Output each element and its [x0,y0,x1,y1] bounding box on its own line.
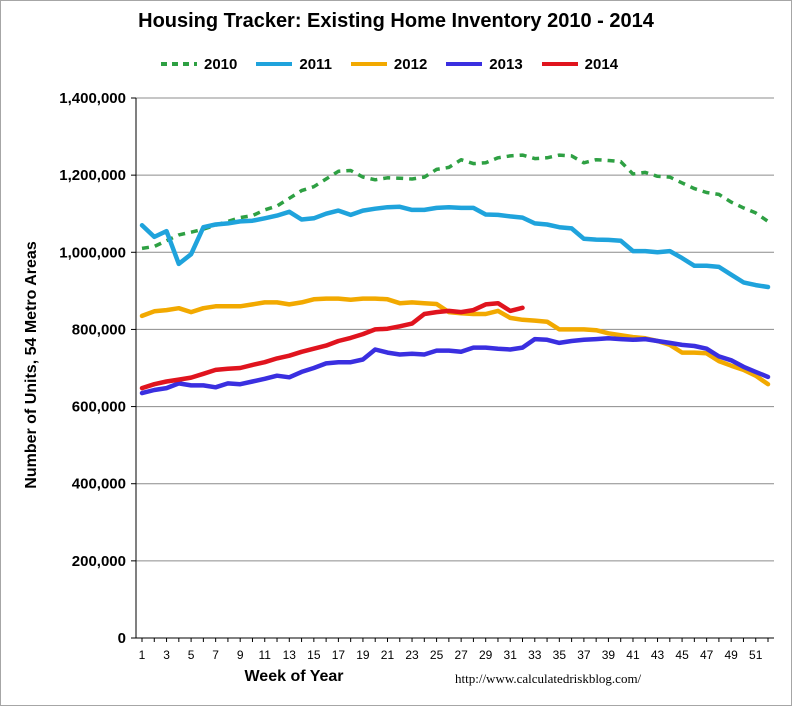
x-tick-label: 11 [259,648,272,662]
x-tick-label: 35 [553,648,567,662]
series-line-2013 [139,336,771,396]
x-tick-label: 9 [237,648,244,662]
x-tick-label: 33 [528,648,542,662]
x-tick-label: 41 [626,648,640,662]
x-tick-label: 43 [651,648,665,662]
legend-label-2014: 2014 [584,55,619,73]
x-tick-label: 31 [504,648,518,662]
chart-title: Housing Tracker: Existing Home Inventory… [138,10,654,32]
legend-item-2012: 2012 [350,56,427,73]
y-tick-label: 1,200,000 [59,167,126,184]
y-tick-label: 1,000,000 [59,244,126,261]
x-tick-label: 25 [430,648,444,662]
x-tick-label: 3 [163,648,170,662]
x-tick-label: 21 [381,648,395,662]
x-tick-label: 51 [749,648,763,662]
x-tick-label: 1 [139,648,146,662]
legend-label-2011: 2011 [299,55,332,73]
x-axis-label: Week of Year [244,668,344,685]
y-axis-ticks: 0 200,000 400,000 600,000 800,000 1,000,000 1,… [59,90,136,647]
legend-swatch-2011 [256,62,293,66]
x-tick-label: 27 [454,648,468,662]
legend-item-2013: 2013 [445,55,523,73]
series-lines [139,153,771,396]
legend-item-2010: 2010 [160,56,237,73]
x-tick-label: 37 [577,648,591,662]
y-tick-label: 600,000 [72,399,126,416]
x-tick-label: 7 [212,648,219,662]
y-tick-label: 800,000 [72,321,126,338]
x-tick-label: 13 [283,648,297,662]
x-tick-label: 39 [602,648,616,662]
x-axis-ticks: 1 3 5 7 9 11 13 15 17 19 21 23 25 27 29 31 33 35 37 39 41 43 4… [139,638,769,662]
y-tick-label: 200,000 [72,553,126,570]
legend-swatch-2013 [446,62,483,66]
source-url: http://www.calculatedriskblog.com/ [455,671,642,686]
y-tick-label: 400,000 [72,476,126,493]
x-tick-label: 19 [356,648,370,662]
legend-label-2010: 2010 [204,55,238,73]
y-axis-label: Number of Units, 54 Metro Areas [23,241,40,489]
legend-swatch-2014 [541,62,578,66]
x-tick-label: 17 [332,648,346,662]
x-tick-label: 49 [724,648,738,662]
legend-item-2014: 2014 [541,56,618,73]
gridlines [136,97,774,562]
legend-item-2011: 2011 [255,56,332,73]
legend-label-2012: 2012 [393,55,428,73]
series-line-2010 [141,153,769,251]
legend-swatch-2010 [161,62,197,66]
legend-label-2013: 2013 [489,55,523,73]
x-tick-label: 5 [188,648,195,662]
x-tick-label: 23 [405,648,419,662]
series-line-2014 [139,300,525,391]
x-tick-label: 15 [307,648,321,662]
y-tick-label: 1,400,000 [59,90,126,107]
chart-legend: 2010 2011 2012 2013 2014 [160,52,618,76]
axes [135,98,774,639]
x-tick-label: 29 [479,648,493,662]
x-tick-label: 45 [675,648,689,662]
x-tick-label: 47 [700,648,714,662]
y-tick-label: 0 [118,630,126,647]
legend-swatch-2012 [350,62,387,66]
series-line-2011 [139,204,771,290]
